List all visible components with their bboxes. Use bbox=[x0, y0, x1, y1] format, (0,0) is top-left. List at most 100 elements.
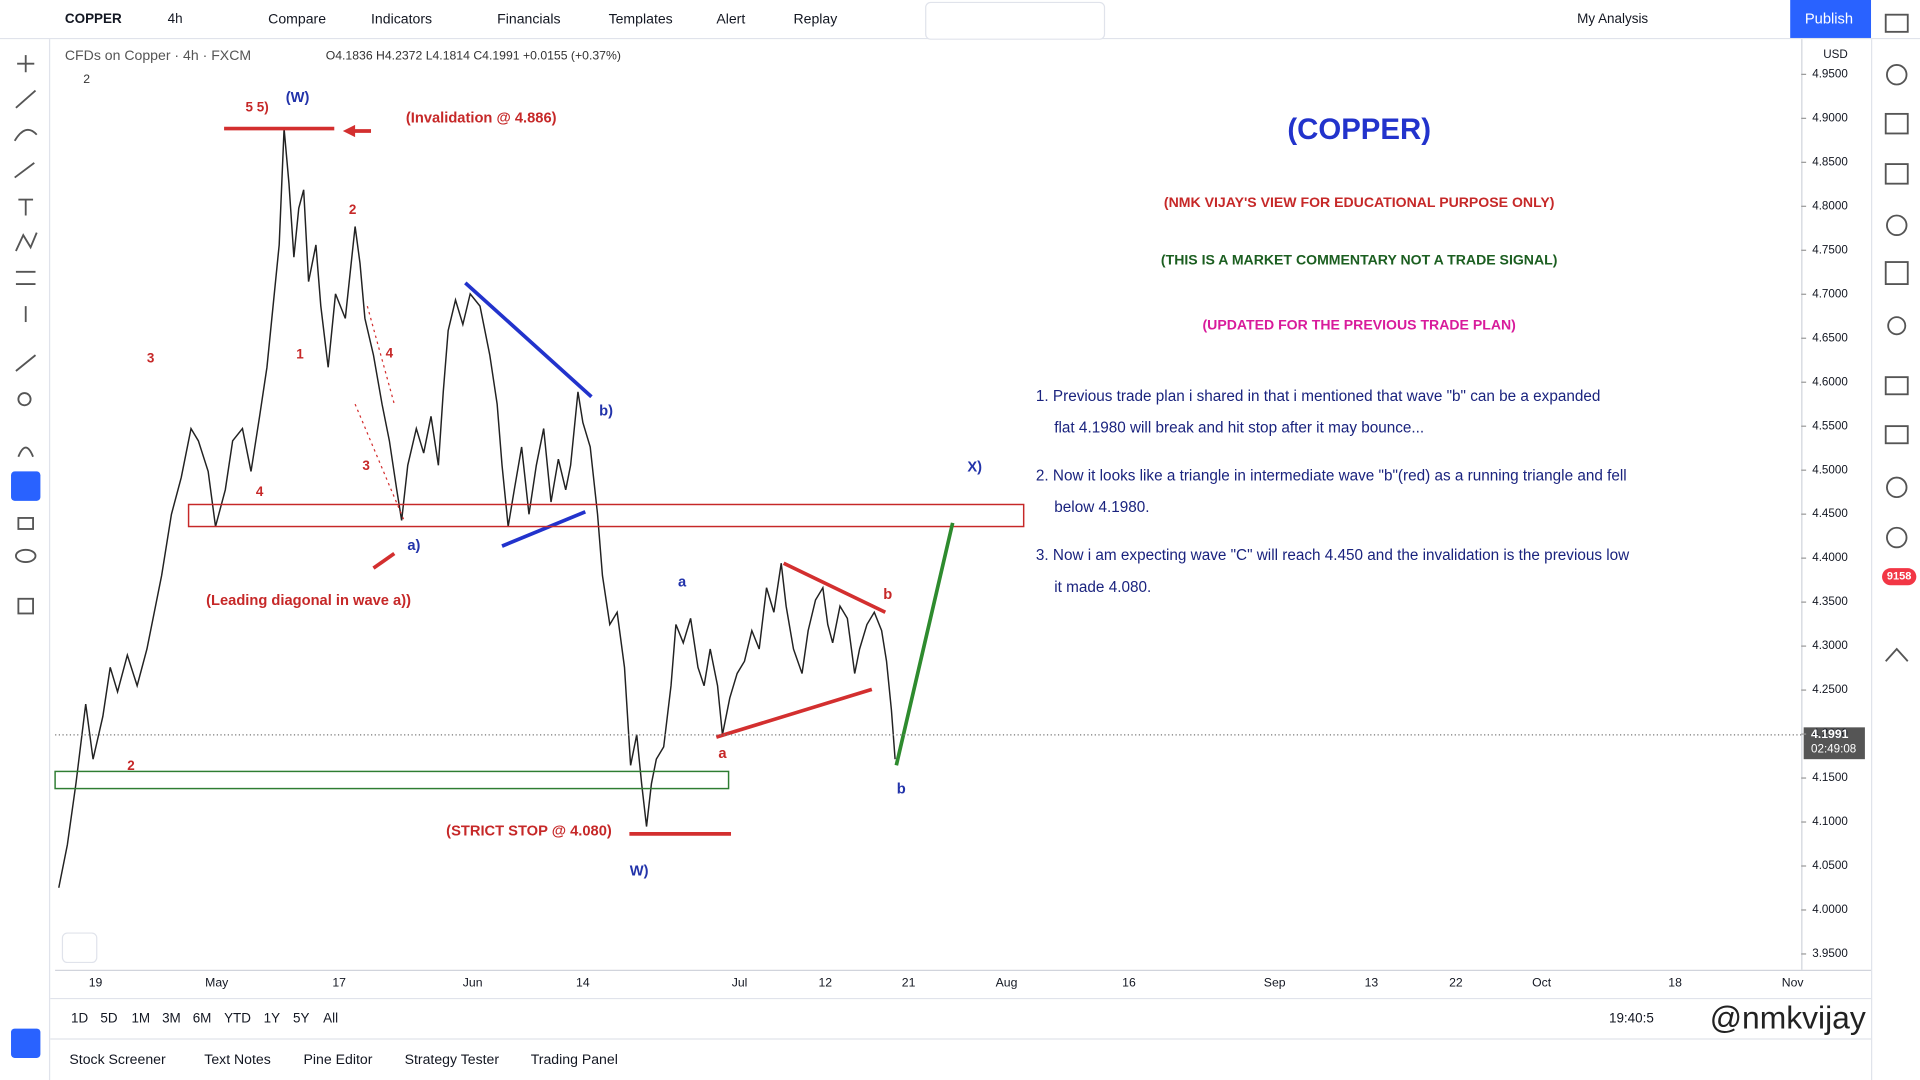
wave-label: 2 bbox=[349, 202, 356, 217]
range-button[interactable]: 1Y bbox=[264, 1010, 280, 1025]
bottom-tab[interactable]: Pine Editor bbox=[304, 1051, 373, 1067]
notes-header: (UPDATED FOR THE PREVIOUS TRADE PLAN) bbox=[1202, 316, 1515, 332]
x-tick-label: May bbox=[205, 975, 229, 989]
wave-label: (Invalidation @ 4.886) bbox=[406, 111, 557, 127]
range-button[interactable]: 6M bbox=[193, 1010, 212, 1025]
clock: 19:40:5 bbox=[1609, 1010, 1654, 1025]
wave-label: 1 bbox=[296, 347, 304, 362]
x-tick-label: Oct bbox=[1532, 975, 1552, 989]
y-tick-label: 4.1500 bbox=[1812, 771, 1848, 784]
bottom-tab[interactable]: Strategy Tester bbox=[405, 1051, 500, 1067]
last-price-label: 4.1991 bbox=[1811, 727, 1849, 741]
wave-label: (W) bbox=[286, 90, 310, 106]
y-tick-label: 4.3000 bbox=[1812, 639, 1848, 652]
y-tick-label: 4.2000 bbox=[1812, 727, 1848, 740]
watermark: @nmkvijay bbox=[1710, 999, 1866, 1035]
notes-header: (NMK VIJAY'S VIEW FOR EDUCATIONAL PURPOS… bbox=[1164, 194, 1555, 210]
wave-label: (Leading diagonal in wave a)) bbox=[206, 593, 411, 609]
layout-name[interactable]: My Analysis bbox=[1577, 11, 1648, 26]
logo-button[interactable] bbox=[11, 1028, 41, 1058]
y-tick-label: 4.8000 bbox=[1812, 199, 1848, 212]
y-tick-label: 4.9500 bbox=[1812, 67, 1848, 80]
wave-label: a) bbox=[407, 538, 420, 554]
wave-label: 4 bbox=[386, 345, 394, 360]
toolbar-item[interactable]: Financials bbox=[497, 10, 560, 26]
interval[interactable]: 4h bbox=[168, 11, 183, 26]
y-tick-label: 4.7500 bbox=[1812, 243, 1848, 256]
range-button[interactable]: YTD bbox=[224, 1010, 251, 1025]
bottom-tab[interactable]: Stock Screener bbox=[69, 1051, 166, 1067]
note-line: it made 4.080. bbox=[1054, 579, 1151, 596]
countdown: 02:49:08 bbox=[1811, 743, 1856, 756]
note-line: 2. Now it looks like a triangle in inter… bbox=[1036, 467, 1627, 484]
x-tick-label: Jul bbox=[732, 975, 748, 989]
y-tick-label: 3.9500 bbox=[1812, 947, 1848, 960]
bottom-tab[interactable]: Text Notes bbox=[204, 1051, 271, 1067]
left-tools bbox=[13, 55, 38, 615]
wave-label: 2 bbox=[127, 758, 134, 773]
y-tick-label: 4.4000 bbox=[1812, 551, 1848, 564]
range-button[interactable]: 1D bbox=[71, 1010, 88, 1025]
y-tick-label: 4.6500 bbox=[1812, 331, 1848, 344]
badge: 9158 bbox=[1887, 571, 1912, 583]
x-tick-label: 14 bbox=[576, 975, 590, 989]
active-tool[interactable] bbox=[11, 471, 41, 501]
legend-title: CFDs on Copper · 4h · FXCM bbox=[65, 47, 251, 63]
price-path bbox=[58, 128, 896, 888]
publish-label[interactable]: Publish bbox=[1805, 11, 1853, 27]
y-tick-label: 4.4500 bbox=[1812, 507, 1848, 520]
drawings bbox=[54, 124, 1025, 836]
x-tick-label: 19 bbox=[89, 975, 103, 989]
x-tick-label: Nov bbox=[1782, 975, 1805, 989]
publish-button[interactable] bbox=[1790, 0, 1872, 38]
x-tick-label: 22 bbox=[1449, 975, 1463, 989]
tv-logo bbox=[61, 932, 98, 964]
x-tick-label: 21 bbox=[902, 975, 916, 989]
toolbar-item[interactable]: Replay bbox=[793, 10, 838, 26]
wave-label: b bbox=[883, 587, 892, 603]
wave-label: X) bbox=[967, 460, 982, 476]
range-button[interactable]: 5Y bbox=[293, 1010, 309, 1025]
toolbar-item[interactable]: Indicators bbox=[371, 10, 432, 26]
wave-label: b bbox=[897, 782, 906, 798]
y-tick-label: 4.0500 bbox=[1812, 859, 1848, 872]
wave-label: a bbox=[678, 575, 687, 591]
toolbar-item[interactable]: Alert bbox=[716, 10, 745, 26]
range-button[interactable]: 1M bbox=[131, 1010, 150, 1025]
toolbar-item[interactable]: Compare bbox=[268, 10, 326, 26]
x-tick-label: 17 bbox=[332, 975, 346, 989]
y-tick-label: 4.1000 bbox=[1812, 815, 1848, 828]
symbol[interactable]: COPPER bbox=[65, 11, 122, 26]
x-tick-label: Sep bbox=[1264, 975, 1286, 989]
wave-label: W) bbox=[630, 864, 649, 880]
notes-title: (COPPER) bbox=[1287, 113, 1431, 146]
y-tick-label: 4.3500 bbox=[1812, 595, 1848, 608]
wave-label: 5 5) bbox=[246, 99, 269, 114]
y-tick-label: 4.9000 bbox=[1812, 111, 1848, 124]
x-tick-label: Jun bbox=[463, 975, 483, 989]
y-tick-label: 4.8500 bbox=[1812, 155, 1848, 168]
y-tick-label: 4.5500 bbox=[1812, 419, 1848, 432]
note-line: 1. Previous trade plan i shared in that … bbox=[1036, 388, 1600, 405]
toolbar-item[interactable]: Templates bbox=[609, 10, 673, 26]
notes-header: (THIS IS A MARKET COMMENTARY NOT A TRADE… bbox=[1161, 252, 1558, 268]
currency[interactable]: USD bbox=[1823, 48, 1848, 61]
x-tick-label: 12 bbox=[819, 975, 833, 989]
bottom-tab[interactable]: Trading Panel bbox=[531, 1051, 618, 1067]
note-line: flat 4.1980 will break and hit stop afte… bbox=[1054, 420, 1424, 437]
wave-label: a bbox=[718, 746, 727, 762]
range-button[interactable]: 3M bbox=[162, 1010, 181, 1025]
note-line: 3. Now i am expecting wave "C" will reac… bbox=[1036, 547, 1630, 564]
y-tick-label: 4.5000 bbox=[1812, 463, 1848, 476]
range-button[interactable]: 5D bbox=[100, 1010, 117, 1025]
x-tick-label: 18 bbox=[1668, 975, 1682, 989]
y-tick-label: 4.7000 bbox=[1812, 287, 1848, 300]
x-tick-label: 13 bbox=[1365, 975, 1379, 989]
note-line: below 4.1980. bbox=[1054, 499, 1149, 516]
right-tools bbox=[1884, 13, 1909, 662]
range-button[interactable]: All bbox=[323, 1010, 338, 1025]
y-tick-label: 4.6000 bbox=[1812, 375, 1848, 388]
y-tick-label: 4.2500 bbox=[1812, 683, 1848, 696]
